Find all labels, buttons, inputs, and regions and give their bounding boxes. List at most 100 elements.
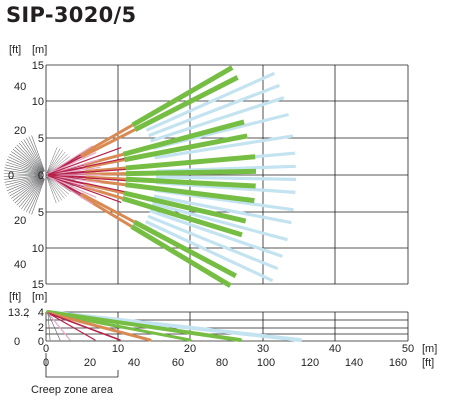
long-range-beam	[125, 176, 256, 189]
creep-zone-ray	[5, 164, 43, 175]
near-range-beam	[47, 147, 122, 175]
creep-zone-ray	[46, 147, 58, 174]
x-m-tick: 0	[43, 343, 49, 355]
far-beam	[151, 201, 288, 242]
long-range-beam	[125, 182, 255, 204]
creep-zone-ray	[46, 149, 64, 174]
x-m-unit-label: [m]	[422, 343, 437, 355]
creep-zone-ray	[3, 173, 43, 176]
creep-zone-ray	[23, 139, 45, 172]
creep-zone-ray	[18, 177, 44, 208]
x-ft-unit-label: [ft]	[422, 357, 434, 369]
long-range-beam	[122, 119, 245, 157]
near-range-beam	[47, 157, 125, 176]
creep-zone-ray	[14, 177, 44, 204]
creep-zone-ray	[46, 176, 57, 204]
creep-zone-ray	[26, 178, 45, 213]
creep-zone-ray	[47, 176, 67, 197]
creep-zone-label: Creep zone area	[31, 384, 114, 396]
side-beam	[47, 312, 121, 341]
x-ft-tick: 120	[301, 357, 319, 369]
mid-range-beam	[80, 192, 136, 224]
creep-zone-ray	[4, 175, 43, 183]
top-m-tick: 5	[38, 133, 44, 145]
creep-zone-ray	[8, 156, 43, 174]
creep-zone-ray	[47, 176, 65, 199]
x-ft-tick: 20	[84, 357, 96, 369]
side-m-tick: 4	[38, 307, 44, 319]
x-m-tick: 30	[257, 343, 269, 355]
side-m-tick: 2	[38, 322, 44, 334]
far-beam	[155, 175, 297, 181]
long-range-beam	[131, 65, 234, 128]
top-ft-tick: 20	[14, 215, 26, 227]
near-range-beam	[47, 168, 126, 176]
long-range-beam	[125, 168, 257, 177]
creep-zone-ray	[3, 174, 43, 177]
close-beam	[47, 159, 100, 175]
top-m-tick: 5	[38, 207, 44, 219]
creep-zone-ray	[16, 144, 44, 173]
creep-zone-ray	[47, 156, 70, 174]
near-range-beam	[47, 174, 125, 193]
creep-zone-ray	[16, 177, 44, 206]
creep-zone-ray	[47, 154, 68, 174]
far-beam	[147, 214, 279, 271]
close-beam	[47, 175, 100, 191]
top-view-beams	[47, 65, 297, 288]
creep-zone-ray	[46, 176, 60, 203]
mid-range-beam	[79, 194, 133, 228]
side-beam	[46, 311, 152, 342]
x-m-tick: 50	[402, 343, 414, 355]
long-range-beam	[121, 196, 243, 238]
long-range-beam	[133, 219, 237, 279]
close-beam	[47, 152, 97, 175]
creep-zone-ray	[4, 170, 43, 175]
side-ft-tick: 0	[14, 336, 20, 348]
creep-zone-bracket	[45, 353, 118, 378]
top-m-unit-label: [m]	[32, 44, 47, 56]
side-ft-tick: 13.2	[8, 307, 29, 319]
creep-zone-ray	[46, 148, 61, 174]
close-beam	[47, 174, 101, 184]
long-range-beam	[130, 224, 232, 288]
far-beam	[154, 134, 294, 160]
mid-range-beam	[85, 178, 126, 187]
mid-range-beam	[85, 158, 125, 169]
x-m-tick: 10	[112, 343, 124, 355]
top-ft-tick: 40	[14, 81, 26, 93]
creep-zone-ray	[21, 178, 44, 210]
creep-zone-ray	[21, 140, 44, 172]
mid-range-beam	[85, 172, 127, 176]
creep-zone-ray	[6, 159, 43, 174]
creep-zone-ray	[12, 148, 43, 173]
far-beam	[148, 83, 280, 138]
side-beam	[47, 312, 61, 341]
creep-zone-ray	[4, 175, 43, 180]
creep-zone-ray	[31, 135, 45, 172]
long-range-beam	[125, 154, 256, 171]
side-view-beams	[46, 310, 302, 342]
top-ft-tick: 0	[8, 170, 14, 182]
near-range-beam	[47, 175, 122, 203]
x-ft-tick: 0	[43, 357, 49, 369]
mid-range-beam	[83, 185, 123, 200]
side-beam	[47, 312, 71, 341]
side-beam	[47, 312, 51, 341]
mid-range-beam	[84, 182, 125, 195]
long-range-beam	[123, 190, 247, 224]
top-m-tick: 15	[32, 60, 44, 72]
close-beam	[47, 166, 101, 176]
far-beam	[153, 194, 292, 225]
top-ft-tick: 20	[14, 125, 26, 137]
creep-zone-ray	[12, 177, 43, 202]
side-beam	[46, 311, 192, 342]
side-beam	[46, 310, 242, 342]
x-ft-tick: 80	[216, 357, 228, 369]
creep-zone-ray	[26, 137, 45, 172]
close-beam	[47, 175, 93, 205]
creep-zone-ray	[5, 175, 43, 186]
mid-range-beam	[80, 128, 136, 159]
creep-zone-ray	[11, 151, 43, 174]
creep-zone-ray	[9, 176, 43, 197]
